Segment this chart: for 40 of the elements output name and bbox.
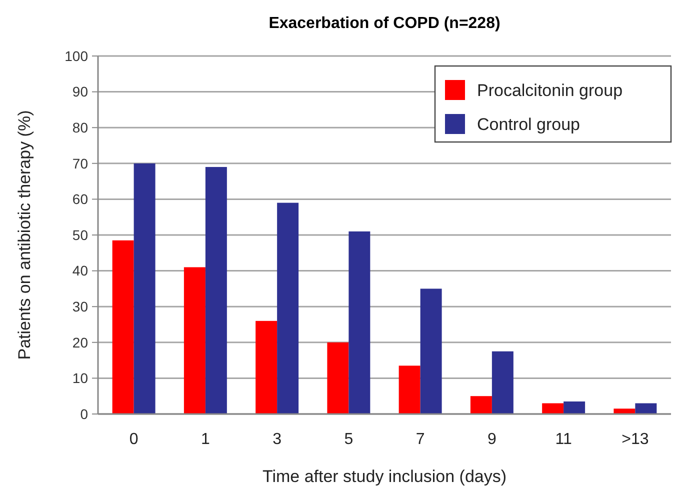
bar: [542, 403, 564, 414]
bar: [327, 342, 349, 414]
x-tick-label: 11: [555, 431, 572, 448]
bar: [205, 166, 227, 414]
y-tick-label: 100: [64, 48, 88, 64]
bar: [635, 403, 657, 414]
y-tick-label: 50: [72, 226, 88, 243]
bar: [256, 320, 278, 414]
y-tick-label: 90: [72, 84, 88, 100]
bar: [420, 288, 442, 414]
y-tick-label: 60: [72, 191, 88, 208]
bar: [564, 401, 586, 414]
bar: [614, 408, 636, 414]
bar: [134, 163, 156, 414]
chart-title: Exacerbation of COPD (n=228): [268, 15, 500, 32]
bar: [470, 396, 492, 414]
bar: [348, 231, 370, 414]
bar: [184, 267, 206, 414]
y-tick-label: 40: [72, 262, 88, 279]
y-tick-label: 10: [72, 370, 88, 386]
bar: [398, 366, 420, 414]
y-tick-label: 30: [72, 298, 88, 314]
legend-label: Control group: [477, 115, 580, 134]
y-tick-label: 20: [72, 334, 88, 350]
bar: [492, 351, 514, 414]
x-tick-label: 0: [129, 431, 138, 448]
bar: [112, 240, 134, 414]
x-tick-label: >13: [622, 431, 649, 448]
y-tick-label: 80: [72, 120, 88, 136]
x-tick-label: 5: [344, 431, 354, 448]
bar: [277, 202, 299, 414]
y-tick-label: 0: [80, 406, 88, 422]
legend-label: Procalcitonin group: [477, 81, 623, 100]
x-tick-label: 1: [200, 431, 210, 448]
y-axis-title: Patients on antibiotic therapy (%): [15, 110, 34, 360]
x-axis-title: Time after study inclusion (days): [262, 467, 507, 486]
x-tick-label: 9: [487, 431, 496, 448]
y-tick-label: 70: [72, 155, 88, 172]
x-tick-label: 3: [272, 431, 282, 448]
x-tick-label: 7: [416, 431, 425, 448]
